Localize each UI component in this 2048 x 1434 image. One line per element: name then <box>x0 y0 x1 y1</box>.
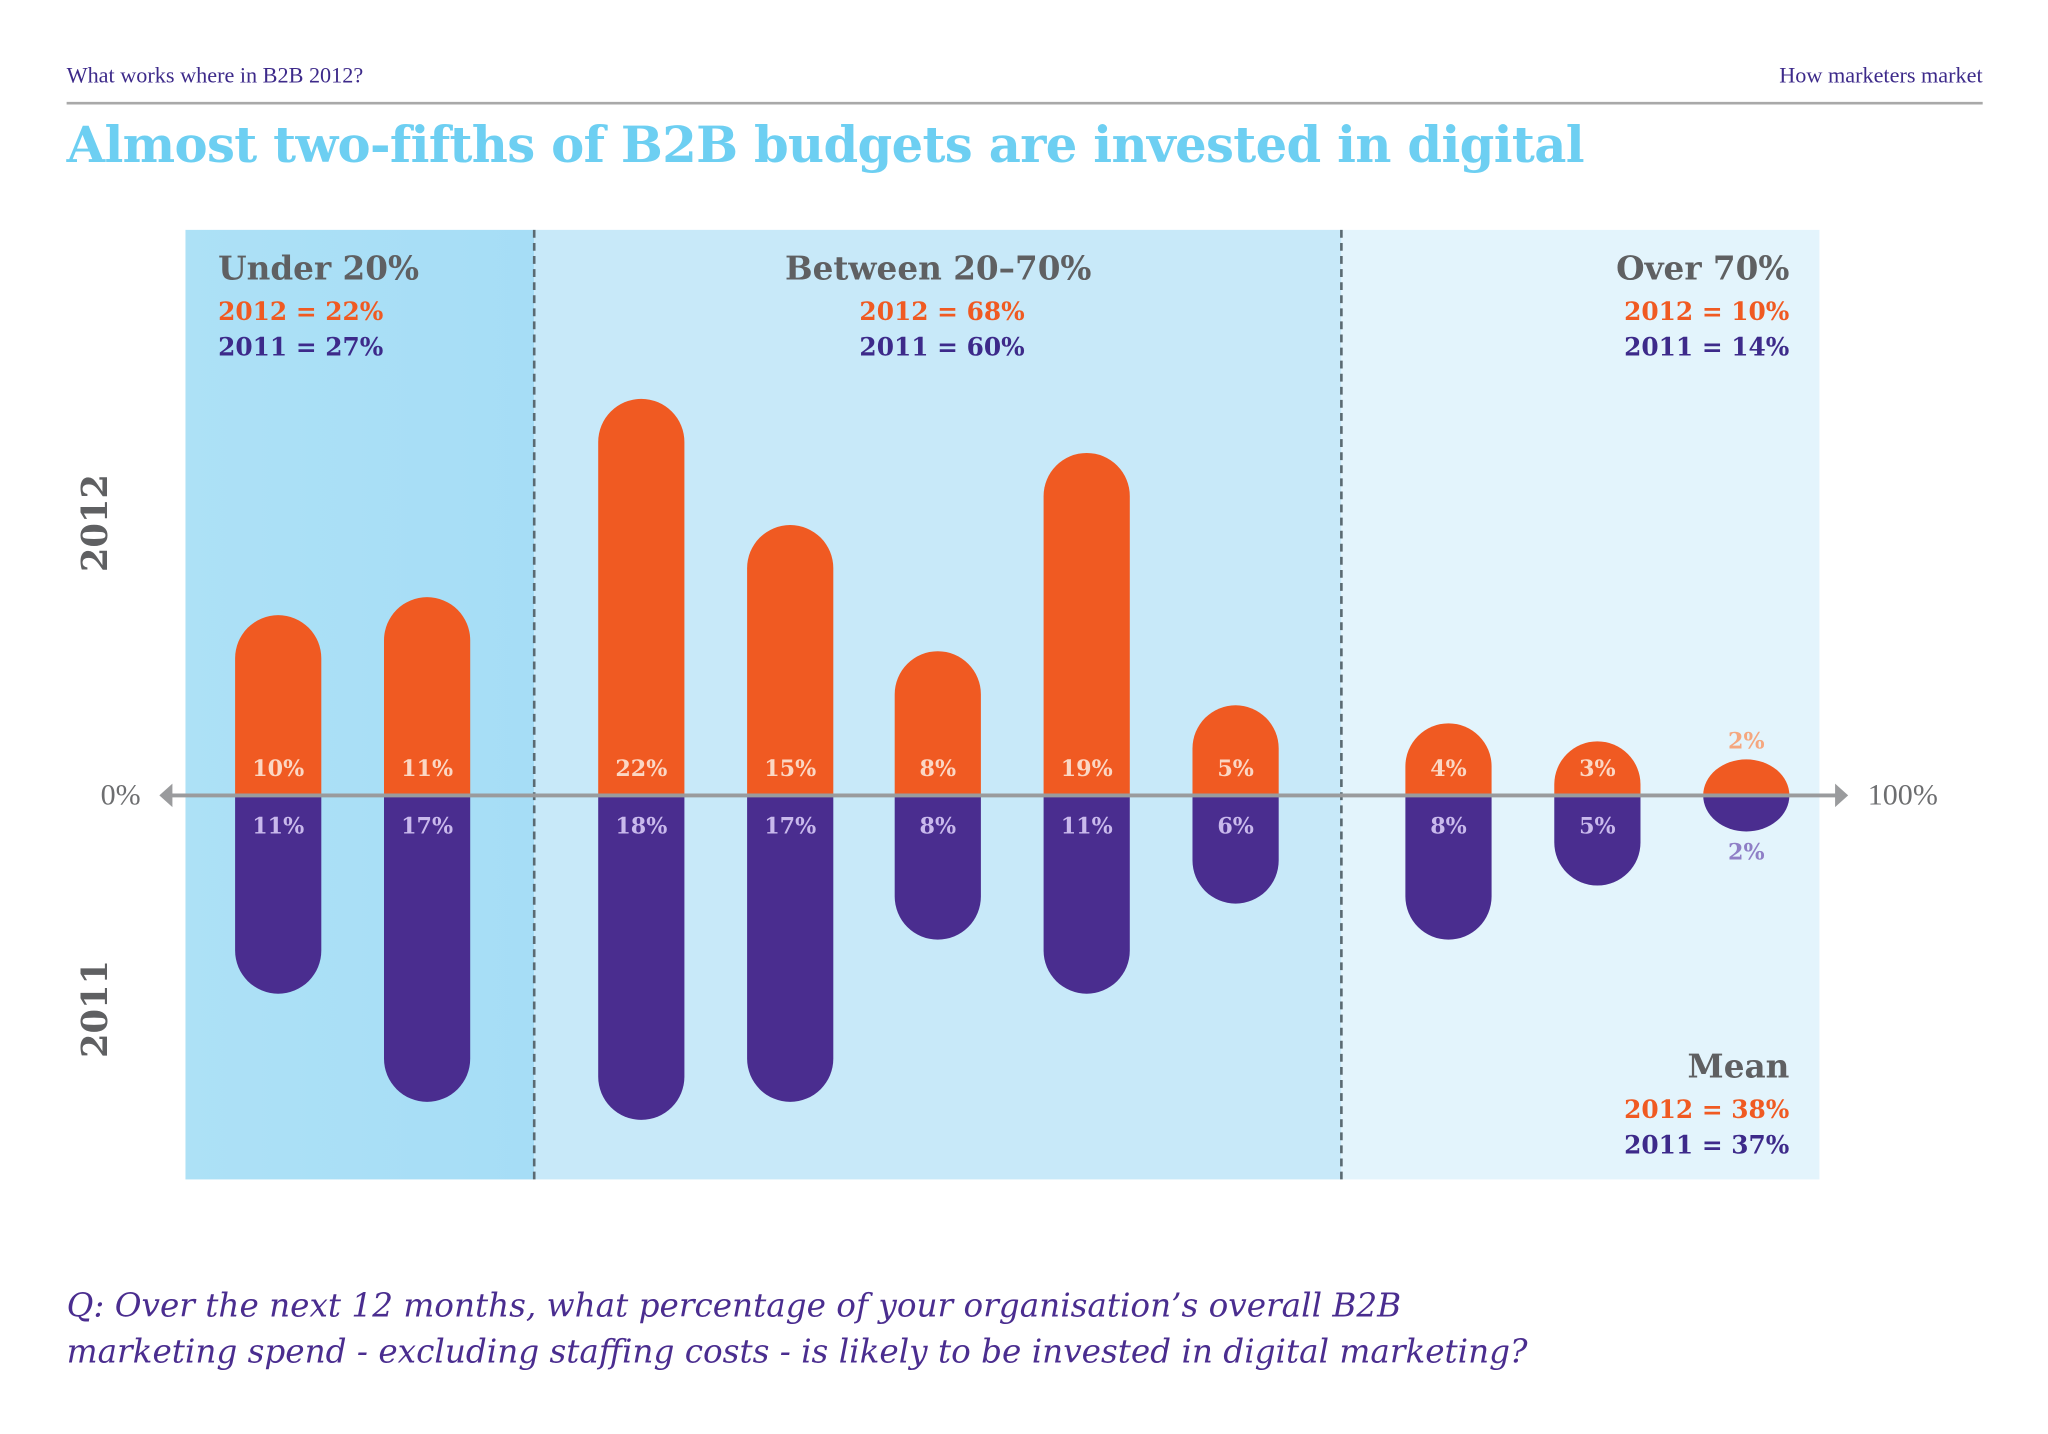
group-heading: Under 20% <box>218 249 419 288</box>
bar-2012 <box>383 597 471 796</box>
bar-2012 <box>1192 705 1279 796</box>
data-label-2012: 22% <box>615 756 667 782</box>
bar-2011 <box>598 795 685 1120</box>
data-label-2012: 3% <box>1579 756 1616 782</box>
axis-label-0: 0% <box>100 778 141 812</box>
group-2011-share: 2011 = 60% <box>859 333 1025 362</box>
bar-2012 <box>1043 452 1130 796</box>
header-rule <box>66 101 1983 105</box>
group-heading: Between 20–70% <box>784 249 1092 288</box>
bar-2011 <box>894 795 981 940</box>
mean-heading: Mean <box>1687 1047 1790 1086</box>
bar-2011 <box>1043 795 1130 994</box>
bar-2012 <box>1554 741 1641 796</box>
bar-2012 <box>235 615 322 796</box>
group-2012-share: 2012 = 22% <box>218 297 384 327</box>
data-label-2012: 19% <box>1061 756 1113 782</box>
data-label-2011: 8% <box>920 813 957 839</box>
bar-2012 <box>1405 723 1492 796</box>
bar-2011 <box>747 795 834 1102</box>
data-label-2011: 11% <box>252 813 304 839</box>
panel-over-70 <box>1341 229 1820 1180</box>
data-label-2011: 5% <box>1579 813 1616 839</box>
data-label-2011: 11% <box>1061 813 1113 839</box>
data-label-2012: 4% <box>1430 756 1467 782</box>
divider <box>1340 229 1343 1180</box>
page-title: Almost two-fifths of B2B budgets are inv… <box>66 114 1585 174</box>
survey-question: Q: Over the next 12 months, what percent… <box>67 1283 1528 1374</box>
question-line: marketing spend - excluding staffing cos… <box>66 1332 1528 1371</box>
data-label-2012: 15% <box>764 756 816 782</box>
mean-2011: 2011 = 37% <box>1624 1131 1790 1160</box>
bar-2011 <box>1554 795 1641 886</box>
data-label-2011: 2% <box>1728 839 1765 865</box>
group-2012-share: 2012 = 10% <box>1624 297 1790 327</box>
header-right: How marketers market <box>1779 62 1983 88</box>
data-label-2011: 6% <box>1217 813 1254 839</box>
mean-2012: 2012 = 38% <box>1624 1095 1790 1125</box>
bar-2011 <box>1192 795 1279 904</box>
data-label-2012: 10% <box>252 756 304 782</box>
data-label-2012: 8% <box>920 756 957 782</box>
group-heading: Over 70% <box>1616 249 1790 288</box>
header-left: What works where in B2B 2012? <box>66 62 364 88</box>
bar-2012 <box>747 525 834 796</box>
data-label-2012: 11% <box>401 756 453 782</box>
bar-2011 <box>383 795 471 1102</box>
data-label-2011: 18% <box>615 813 667 839</box>
bar-2012 <box>1703 759 1790 796</box>
data-label-2012: 2% <box>1728 728 1765 754</box>
axis-label-100: 100% <box>1867 778 1938 812</box>
divider <box>532 229 536 1180</box>
question-line: Q: Over the next 12 months, what percent… <box>66 1286 1402 1325</box>
data-label-2012: 5% <box>1217 756 1254 782</box>
bar-2011 <box>1405 795 1492 940</box>
bar-2011 <box>1703 795 1790 832</box>
group-2011-share: 2011 = 14% <box>1624 333 1790 362</box>
data-label-2011: 17% <box>764 813 816 839</box>
data-label-2011: 17% <box>401 813 453 839</box>
bar-2011 <box>235 795 322 994</box>
arrow-left-icon <box>159 783 173 808</box>
arrow-right-icon <box>1835 783 1849 808</box>
group-2012-share: 2012 = 68% <box>859 297 1025 327</box>
bar-2012 <box>894 651 981 796</box>
data-label-2011: 8% <box>1430 813 1467 839</box>
group-2011-share: 2011 = 27% <box>218 333 384 362</box>
bar-2012 <box>598 398 685 796</box>
